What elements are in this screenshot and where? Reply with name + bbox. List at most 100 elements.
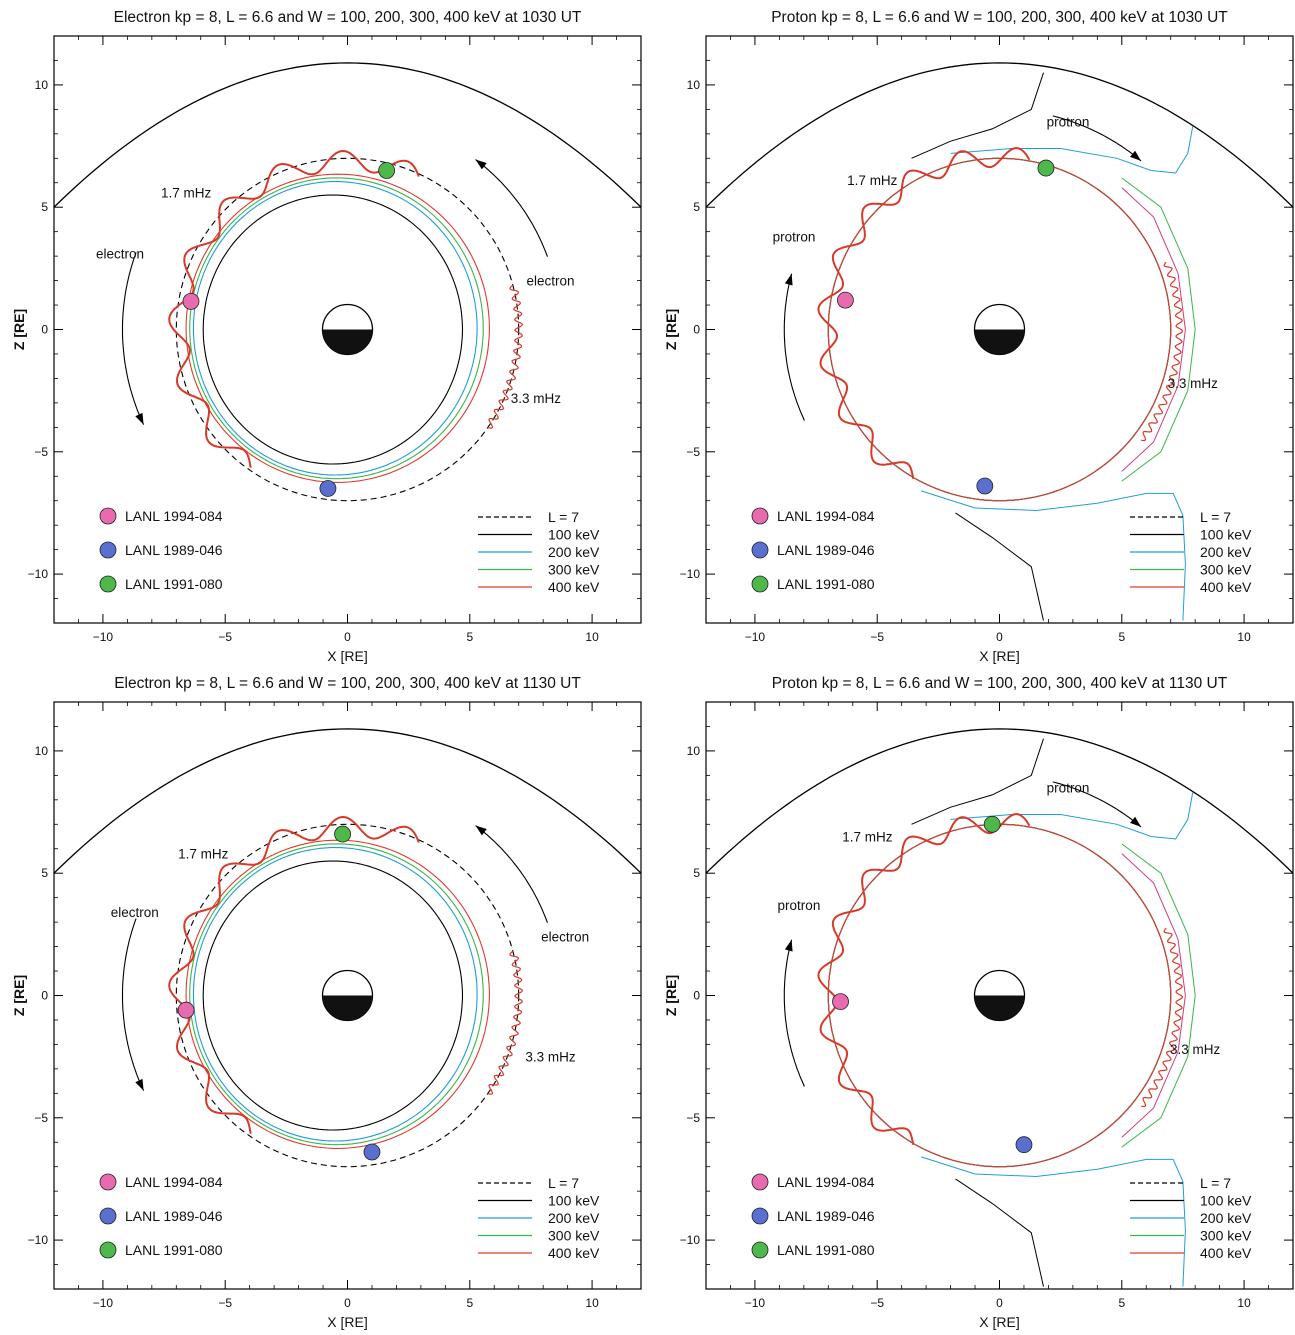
chart-title: Proton kp = 8, L = 6.6 and W = 100, 200,… (772, 675, 1228, 692)
legend-series-label: 100 keV (548, 1193, 600, 1209)
proton-trail-100kev-bottom (955, 1178, 1044, 1287)
drift-direction-label: protron (778, 898, 821, 913)
x-tick-label: −10 (93, 1296, 114, 1310)
y-tick-label: −10 (28, 567, 49, 581)
legend-series-label: 200 keV (548, 1210, 600, 1226)
legend-satellite-marker (99, 1173, 117, 1191)
drift-arrow-1 (121, 252, 145, 425)
chart-title: Electron kp = 8, L = 6.6 and W = 100, 20… (114, 9, 582, 26)
y-tick-label: 0 (41, 989, 48, 1003)
legend-satellite-marker (751, 575, 769, 593)
wave-frequency-label: 3.3 mHz (1168, 376, 1219, 391)
x-tick-label: 5 (466, 630, 473, 644)
x-tick-label: 5 (1118, 1296, 1125, 1310)
legend-satellite-label: LANL 1991-080 (125, 1242, 223, 1258)
proton-trail-400kev (1121, 187, 1186, 472)
x-tick-label: 0 (996, 630, 1003, 644)
satellite-marker-2 (976, 477, 994, 495)
legend-series-label: 300 keV (548, 1228, 600, 1244)
y-tick-label: 10 (35, 78, 49, 92)
chart-panel-2: Proton kp = 8, L = 6.6 and W = 100, 200,… (663, 9, 1294, 664)
drift-arrow-head-2 (475, 159, 487, 170)
drift-arrow-2 (475, 825, 549, 923)
magnetopause-curve (54, 728, 641, 874)
legend-satellite-marker (99, 1207, 117, 1225)
legend-satellite-label: LANL 1994-084 (125, 1174, 223, 1190)
x-axis-label: X [RE] (979, 1314, 1019, 1330)
drift-direction-label: electron (96, 247, 144, 262)
drift-direction-label: protron (1047, 114, 1090, 129)
x-tick-label: 0 (344, 630, 351, 644)
chart-title: Electron kp = 8, L = 6.6 and W = 100, 20… (114, 675, 581, 692)
legend-satellite-marker (751, 541, 769, 559)
x-tick-label: 10 (1237, 630, 1251, 644)
drift-shell-5 (185, 173, 490, 483)
y-tick-label: 0 (693, 323, 700, 337)
legend-satellite-label: LANL 1991-080 (777, 1242, 875, 1258)
legend-satellite-label: LANL 1991-080 (777, 576, 875, 592)
x-tick-label: −5 (218, 1296, 232, 1310)
legend-satellite-marker (751, 507, 769, 525)
satellite-marker-1 (832, 993, 849, 1011)
wave-frequency-label: 1.7 mHz (178, 847, 229, 862)
legend-satellite-label: LANL 1989-046 (125, 542, 223, 558)
drift-shell-5 (827, 823, 1172, 1168)
drift-arrow-head-1 (784, 939, 793, 952)
chart-panel-4: Proton kp = 8, L = 6.6 and W = 100, 200,… (663, 675, 1294, 1330)
y-axis-label: Z [RE] (11, 975, 27, 1016)
x-tick-label: 5 (466, 1296, 473, 1310)
legend-series-label: 200 keV (548, 544, 600, 560)
drift-shell-5 (827, 157, 1172, 502)
legend-series-label: L = 7 (548, 509, 579, 525)
x-axis-label: X [RE] (327, 648, 367, 664)
x-tick-label: 10 (585, 1296, 599, 1310)
x-tick-label: 0 (996, 1296, 1003, 1310)
y-tick-label: −5 (34, 1111, 48, 1125)
y-tick-label: 10 (687, 78, 701, 92)
legend-series-label: 400 keV (548, 1245, 600, 1261)
drift-direction-label: electron (541, 930, 589, 945)
satellite-marker-3 (983, 815, 1001, 833)
legend-series-label: 100 keV (1200, 1193, 1252, 1209)
drift-arrow-1 (121, 918, 145, 1091)
legend-series-label: 400 keV (1200, 1245, 1252, 1261)
earth-night-side (322, 329, 373, 355)
legend-series-label: 400 keV (1200, 579, 1252, 595)
proton-trail-100kev-top (911, 72, 1044, 159)
drift-shell-3 (192, 846, 478, 1142)
satellite-marker-3 (378, 162, 396, 179)
satellite-marker-3 (334, 825, 352, 843)
chart-panel-3: Electron kp = 8, L = 6.6 and W = 100, 20… (11, 675, 642, 1330)
legend-series-label: 300 keV (1200, 1228, 1252, 1244)
drift-direction-label: electron (526, 273, 574, 288)
legend-satellite-label: LANL 1994-084 (125, 508, 223, 524)
plot-area (706, 728, 1293, 1287)
legend-series-label: 400 keV (548, 579, 600, 595)
legend-satellite-label: LANL 1994-084 (777, 1174, 875, 1190)
legend-series-label: 300 keV (548, 562, 600, 578)
wave-1 (168, 149, 420, 468)
satellite-marker-1 (177, 1001, 195, 1019)
legend-series-label: L = 7 (1200, 1175, 1231, 1191)
proton-trail-400kev (1121, 853, 1186, 1138)
legend-satellite-marker (99, 575, 117, 593)
x-tick-label: 10 (585, 630, 599, 644)
x-axis-label: X [RE] (327, 1314, 367, 1330)
drift-shell-4 (189, 843, 484, 1146)
drift-shell-3 (192, 180, 478, 476)
drift-arrow-1 (783, 939, 805, 1087)
legend-satellite-label: LANL 1989-046 (777, 1208, 875, 1224)
satellite-marker-1 (182, 292, 200, 310)
x-tick-label: 10 (1237, 1296, 1251, 1310)
legend-series-label: 200 keV (1200, 544, 1252, 560)
satellite-marker-2 (319, 480, 337, 497)
y-tick-label: −5 (686, 1111, 700, 1125)
y-tick-label: 0 (41, 323, 48, 337)
wave-frequency-label: 3.3 mHz (511, 391, 562, 406)
legend-satellite-label: LANL 1989-046 (777, 542, 875, 558)
x-tick-label: −10 (745, 1296, 766, 1310)
y-axis-label: Z [RE] (663, 975, 679, 1016)
wave-2 (1141, 261, 1184, 442)
proton-trail-200kev-bottom (921, 490, 1186, 621)
chart-panel-1: Electron kp = 8, L = 6.6 and W = 100, 20… (11, 9, 642, 664)
